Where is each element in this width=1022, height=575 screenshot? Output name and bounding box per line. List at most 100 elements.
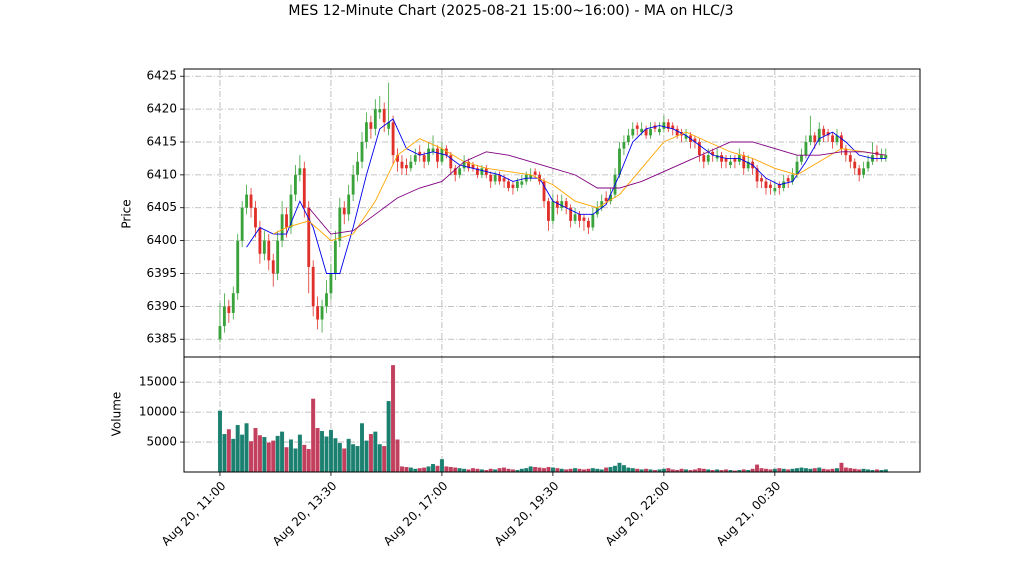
volume-bar xyxy=(266,442,271,473)
candle-body xyxy=(249,194,253,208)
candle-body xyxy=(733,158,737,162)
candle-body xyxy=(702,155,706,162)
volume-bar xyxy=(368,434,373,473)
candle-body xyxy=(489,174,493,182)
volume-bar xyxy=(377,444,382,473)
candle-body xyxy=(276,240,280,274)
y-tick-label: 6415 xyxy=(146,134,177,148)
volume-bar xyxy=(626,467,631,473)
volume-bar xyxy=(573,468,578,473)
volume-bar xyxy=(435,465,440,473)
candle-body xyxy=(813,135,817,142)
candle-body xyxy=(586,220,590,228)
volume-bar xyxy=(262,437,267,473)
volume-bar xyxy=(444,466,449,473)
y-axis-label: Price xyxy=(120,199,134,228)
candle-body xyxy=(480,168,484,175)
y-tick-label: 6395 xyxy=(146,266,177,280)
volume-bar xyxy=(328,429,333,473)
candle-body xyxy=(298,168,302,175)
candle-body xyxy=(746,161,750,169)
candle-body xyxy=(458,168,462,175)
candle-body xyxy=(493,174,497,182)
volume-bar xyxy=(355,446,360,473)
y-tick-label: 6400 xyxy=(146,233,177,247)
candle-body xyxy=(831,135,834,142)
candle-body xyxy=(649,128,652,136)
volume-bar xyxy=(399,466,404,473)
volume-bar xyxy=(275,435,280,473)
volume-bar xyxy=(439,459,444,473)
volume-bar xyxy=(537,467,542,473)
candle-body xyxy=(325,293,328,307)
volume-tick-label: 15000 xyxy=(139,375,177,389)
x-tick-label: Aug 20, 13:30 xyxy=(270,479,340,549)
volume-bar xyxy=(666,468,671,473)
candle-body xyxy=(520,181,524,185)
candle-body xyxy=(307,207,311,267)
volume-bar xyxy=(617,462,622,473)
volume-bar xyxy=(471,468,475,473)
candle-body xyxy=(866,161,870,169)
candle-body xyxy=(857,168,861,175)
candle-body xyxy=(418,151,422,156)
volume-bar xyxy=(803,468,808,473)
candle-body xyxy=(507,181,510,189)
candle-body xyxy=(227,306,231,313)
volume-bar xyxy=(320,431,325,473)
moving-average-line xyxy=(273,131,886,242)
volume-bar xyxy=(315,428,320,473)
candle-body xyxy=(742,155,746,169)
volume-tick-label: 5000 xyxy=(146,435,177,449)
volume-bar xyxy=(226,429,231,473)
candle-body xyxy=(218,326,222,340)
candle-body xyxy=(644,128,648,136)
candle-body xyxy=(258,227,262,254)
candle-body xyxy=(693,138,697,142)
volume-bar xyxy=(404,467,409,473)
candle-body xyxy=(240,207,244,241)
y-tick-label: 6405 xyxy=(146,200,177,214)
candle-body xyxy=(236,240,240,294)
volume-bar xyxy=(799,467,804,473)
volume-bar xyxy=(817,467,822,473)
candle-body xyxy=(573,214,577,221)
volume-bar xyxy=(306,449,311,473)
volume-bar xyxy=(431,464,436,473)
candle-body xyxy=(675,128,679,136)
candle-body xyxy=(476,168,479,175)
volume-bar xyxy=(590,468,595,473)
volume-bar xyxy=(297,434,302,473)
y-tick-label: 6410 xyxy=(146,167,177,181)
candle-body xyxy=(604,197,608,202)
candle-body xyxy=(879,155,883,159)
candle-body xyxy=(662,122,666,129)
candle-body xyxy=(706,155,710,162)
candle-body xyxy=(498,174,502,182)
candle-body xyxy=(329,273,333,294)
volume-bar xyxy=(630,468,635,473)
volume-axes-frame xyxy=(183,356,921,473)
x-tick-label: Aug 20, 22:00 xyxy=(603,479,673,549)
volume-bar xyxy=(342,448,347,473)
volume-bar xyxy=(346,438,351,473)
candle-body xyxy=(231,293,235,313)
candle-body xyxy=(626,135,630,142)
volume-bar xyxy=(555,468,560,473)
volume-bar xyxy=(324,436,329,473)
moving-average-line xyxy=(308,141,886,235)
candle-body xyxy=(764,181,768,189)
volume-bar xyxy=(835,468,839,473)
candle-body xyxy=(791,174,795,182)
candle-body xyxy=(853,161,857,169)
candle-body xyxy=(653,125,657,129)
volume-bar xyxy=(453,467,458,473)
volume-bar xyxy=(621,465,626,473)
candle-body xyxy=(533,171,537,175)
candle-body xyxy=(542,181,546,202)
candle-body xyxy=(262,240,266,254)
candle-body xyxy=(547,201,550,221)
volume-bar xyxy=(386,401,391,473)
volume-bar xyxy=(542,468,546,473)
